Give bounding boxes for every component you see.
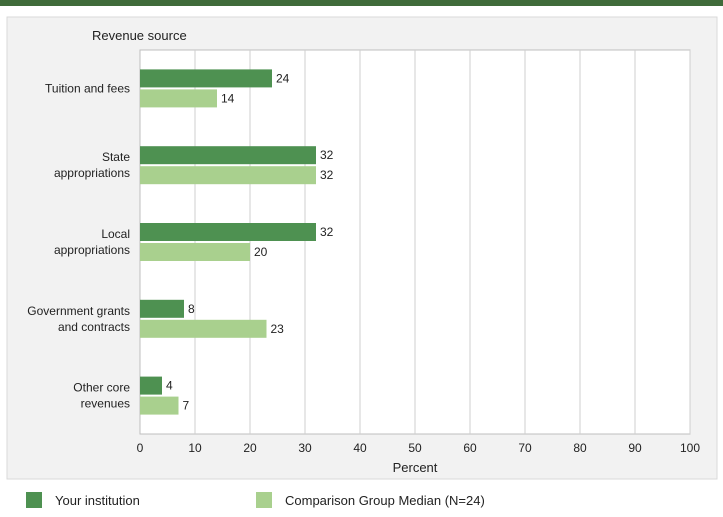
bar-value-label: 23: [271, 322, 285, 336]
category-label: appropriations: [54, 243, 130, 257]
category-label: revenues: [81, 397, 130, 411]
x-tick-label: 70: [518, 441, 532, 455]
bar-comparison-median: [140, 243, 250, 261]
bar-value-label: 7: [183, 399, 190, 413]
category-label: Tuition and fees: [45, 81, 130, 95]
category-label: Other core: [73, 381, 130, 395]
x-tick-labels: 0 10 20 30 40 50 60 70 80 90 100: [137, 441, 701, 455]
bar-value-label: 32: [320, 225, 334, 239]
legend-swatch: [256, 492, 272, 508]
legend-label: Comparison Group Median (N=24): [285, 493, 485, 508]
y-axis-title: Revenue source: [92, 28, 187, 43]
bar-your-institution: [140, 69, 272, 88]
bar-comparison-median: [140, 319, 267, 338]
bar-value-label: 14: [221, 91, 235, 105]
x-tick-label: 90: [628, 441, 642, 455]
top-band: [0, 0, 723, 6]
category-label: and contracts: [58, 320, 130, 334]
bar-comparison-median: [140, 89, 217, 108]
bar-comparison-median: [140, 396, 179, 415]
x-tick-label: 20: [243, 441, 257, 455]
bar-value-label: 32: [320, 168, 334, 182]
grid-lines: [194, 50, 691, 434]
x-axis-title: Percent: [393, 460, 438, 475]
category-label: appropriations: [54, 166, 130, 180]
x-tick-label: 60: [463, 441, 477, 455]
bar-value-label: 8: [188, 302, 195, 316]
legend-swatch: [26, 492, 42, 508]
x-tick-label: 100: [680, 441, 700, 455]
legend: Your institution Comparison Group Median …: [26, 492, 485, 508]
bar-value-label: 20: [254, 245, 268, 259]
bar-your-institution: [140, 146, 316, 165]
x-tick-label: 50: [408, 441, 422, 455]
bar-your-institution: [140, 376, 162, 395]
bar-your-institution: [140, 299, 184, 318]
category-label: State: [102, 150, 130, 164]
x-tick-label: 30: [298, 441, 312, 455]
bar-your-institution: [140, 223, 316, 241]
category-labels: Tuition and fees State appropriations Local…: [27, 81, 130, 410]
legend-label: Your institution: [55, 493, 140, 508]
category-label: Government grants: [27, 304, 130, 318]
bars: 24 14 32 32 32 20 8 23 47: [140, 69, 334, 415]
x-tick-label: 40: [353, 441, 367, 455]
x-tick-label: 0: [137, 441, 144, 455]
category-label: Local: [101, 227, 130, 241]
bar-value-label: 24: [276, 71, 290, 85]
bar-value-label: 32: [320, 148, 334, 162]
bar-comparison-median: [140, 166, 316, 185]
x-tick-label: 10: [188, 441, 202, 455]
x-tick-label: 80: [573, 441, 587, 455]
bar-value-label: 4: [166, 379, 173, 393]
